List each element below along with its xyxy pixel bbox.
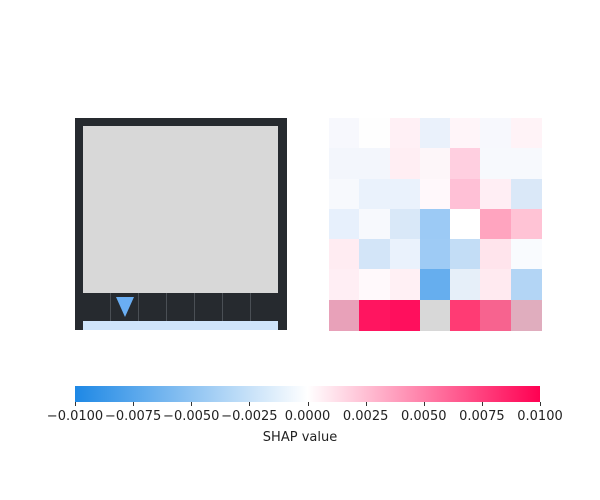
heatmap-cell xyxy=(450,148,482,180)
colorbar-tick-label: 0.0025 xyxy=(342,409,389,424)
colorbar-ticks: −0.0100 −0.0075 −0.0050 −0.0025 0.0000 0.0025… xyxy=(47,402,563,424)
colorbar-tick-label: −0.0025 xyxy=(221,409,278,424)
state-background xyxy=(83,126,278,293)
colorbar-tick-label: −0.0100 xyxy=(46,409,104,424)
tile xyxy=(167,293,195,321)
heatmap-cell xyxy=(419,299,451,331)
colorbar-tick-label: 0.0075 xyxy=(459,409,505,424)
colorbar-tick xyxy=(191,402,193,406)
heatmap-cell xyxy=(389,299,421,331)
heatmap-cell xyxy=(510,118,542,149)
heatmap-cell xyxy=(329,299,360,331)
triangle-down-icon xyxy=(115,297,134,317)
heatmap-cell xyxy=(329,118,360,149)
heatmap-cell xyxy=(389,178,421,210)
heatmap-cell xyxy=(359,299,391,331)
tile xyxy=(195,293,223,321)
colorbar-tick-label: −0.0050 xyxy=(163,409,220,424)
heatmap-cell xyxy=(389,269,421,301)
heatmap-cell xyxy=(389,118,421,149)
heatmap-cell xyxy=(359,148,391,180)
heatmap-cell xyxy=(480,239,512,271)
heatmap-cell xyxy=(480,148,512,180)
colorbar-tick-label: 0.0100 xyxy=(517,409,563,424)
heatmap-cell xyxy=(480,299,512,331)
heatmap-cell xyxy=(510,178,542,210)
heatmap-cell xyxy=(480,118,512,149)
heatmap-cell xyxy=(510,269,542,301)
shap-heatmap xyxy=(329,118,542,331)
heatmap-cell xyxy=(359,178,391,210)
colorbar-tick-label: −0.0075 xyxy=(104,409,162,424)
heatmap-cell xyxy=(359,269,391,301)
heatmap-cell xyxy=(450,208,482,240)
colorbar-tick-label: 0.0000 xyxy=(284,409,331,424)
heatmap-cell xyxy=(419,269,451,301)
heatmap-cell xyxy=(510,208,542,240)
colorbar-tick xyxy=(75,402,76,406)
heatmap-cell xyxy=(389,148,421,180)
heatmap-cell xyxy=(389,239,421,271)
tile xyxy=(83,293,111,321)
state-panel xyxy=(75,118,287,330)
heatmap-cell xyxy=(359,208,391,240)
heatmap-cell xyxy=(450,269,482,301)
heatmap-cell xyxy=(329,178,360,210)
colorbar-tick xyxy=(133,402,135,406)
heatmap-cell xyxy=(480,208,512,240)
heatmap-cell xyxy=(450,118,482,149)
tile xyxy=(139,293,167,321)
colorbar-tick xyxy=(481,402,483,406)
heatmap-cell xyxy=(419,208,451,240)
tile xyxy=(251,293,278,321)
heatmap-cell xyxy=(450,239,482,271)
heatmap-cell xyxy=(510,299,542,331)
heatmap-cell xyxy=(510,239,542,271)
colorbar-tick xyxy=(423,402,425,406)
heatmap-cell xyxy=(329,239,360,271)
heatmap-cell xyxy=(419,118,451,149)
heatmap-cell xyxy=(419,178,451,210)
heatmap-cell xyxy=(419,148,451,180)
heatmap-cell xyxy=(389,208,421,240)
colorbar xyxy=(75,386,540,402)
bottom-strip xyxy=(83,321,278,330)
heatmap-cell xyxy=(450,178,482,210)
heatmap-cell xyxy=(359,118,391,149)
tile xyxy=(111,293,139,321)
colorbar-tick xyxy=(307,402,309,406)
heatmap-cell xyxy=(480,178,512,210)
heatmap-cell xyxy=(480,269,512,301)
heatmap-cell xyxy=(329,148,360,180)
heatmap-cell xyxy=(359,239,391,271)
colorbar-tick xyxy=(249,402,251,406)
colorbar-tick xyxy=(540,402,541,406)
heatmap-cell xyxy=(329,269,360,301)
heatmap-cell xyxy=(419,239,451,271)
colorbar-tick-label: 0.0050 xyxy=(401,409,447,424)
heatmap-cell xyxy=(450,299,482,331)
tile-row xyxy=(83,293,278,321)
heatmap-cell xyxy=(510,148,542,180)
heatmap-cell xyxy=(329,208,360,240)
colorbar-tick xyxy=(365,402,367,406)
colorbar-label: SHAP value xyxy=(262,430,338,445)
tile xyxy=(223,293,251,321)
